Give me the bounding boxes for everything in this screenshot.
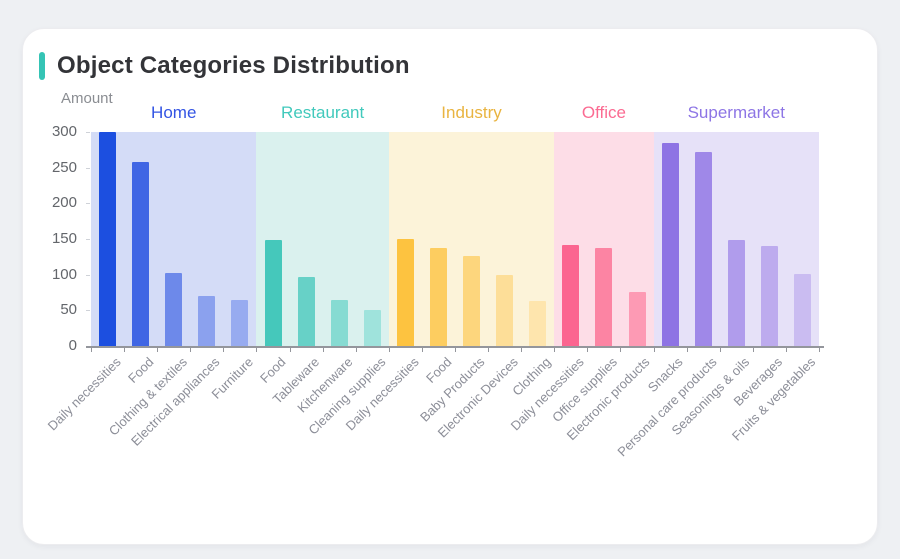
- x-axis-tick-mark: [223, 346, 225, 352]
- bar-chart: Object Categories Distribution Amount 0 5…: [23, 29, 879, 546]
- x-axis-tick-mark: [91, 346, 92, 352]
- x-axis-tick-mark: [686, 346, 688, 352]
- x-axis-tick-mark: [587, 346, 589, 352]
- y-axis-tick-label: 150: [51, 230, 77, 247]
- y-axis-tick-label: 200: [51, 194, 77, 212]
- x-axis-tick-mark: [322, 346, 324, 352]
- x-axis-tick-mark: [819, 346, 820, 352]
- x-axis-tick-mark: [785, 346, 787, 352]
- bar-supermarket-seasonings-oils[interactable]: [727, 240, 745, 346]
- bar-office-daily-necessities[interactable]: [562, 245, 580, 346]
- bar-restaurant-cleaning-supplies[interactable]: [363, 310, 381, 346]
- x-axis-tick-mark: [124, 346, 126, 352]
- x-axis-tick-mark: [289, 346, 291, 352]
- y-axis-tick-label: 250: [51, 158, 77, 176]
- x-axis-tick-mark: [421, 346, 423, 352]
- bar-office-office-supplies[interactable]: [595, 248, 613, 346]
- chart-title: Object Categories Distribution: [57, 52, 410, 79]
- x-axis-tick-mark: [256, 346, 258, 352]
- x-axis-tick-mark: [620, 346, 622, 352]
- bar-industry-baby-products[interactable]: [463, 256, 481, 346]
- bar-industry-electronic-devices[interactable]: [496, 275, 514, 346]
- bar-supermarket-snacks[interactable]: [661, 143, 679, 346]
- bar-restaurant-kitchenware[interactable]: [330, 300, 348, 346]
- x-axis-tick-mark: [752, 346, 754, 352]
- y-axis-tick-label: 300: [51, 123, 77, 140]
- x-axis-tick-mark: [653, 346, 655, 352]
- x-axis-tick-mark: [455, 346, 456, 352]
- chart-card: Object Categories Distribution Amount 0 5…: [22, 28, 878, 545]
- bar-home-clothing-textiles[interactable]: [165, 273, 183, 346]
- title-accent-bar: [39, 52, 45, 80]
- bar-supermarket-personal-care-products[interactable]: [694, 152, 712, 346]
- y-axis-tick-label: 0: [68, 337, 77, 354]
- x-axis-tick-mark: [554, 346, 556, 352]
- bar-home-daily-necessities[interactable]: [99, 132, 117, 346]
- group-label-office: Office: [581, 103, 626, 122]
- bar-office-electronic-products[interactable]: [628, 292, 646, 346]
- bar-industry-daily-necessities[interactable]: [396, 239, 414, 346]
- bar-industry-food[interactable]: [429, 248, 447, 346]
- title-row: Object Categories Distribution: [39, 52, 410, 80]
- bar-supermarket-beverages[interactable]: [760, 246, 778, 346]
- y-axis-tick-mark: [86, 132, 90, 133]
- y-axis-tick-mark: [86, 239, 90, 240]
- bar-home-electrical-appliances[interactable]: [198, 296, 216, 346]
- bar-home-furniture[interactable]: [231, 300, 249, 346]
- group-label-industry: Industry: [441, 103, 502, 122]
- group-label-supermarket: Supermarket: [687, 103, 785, 122]
- y-axis-tick-mark: [86, 310, 90, 312]
- bar-home-food[interactable]: [132, 162, 150, 346]
- x-axis-tick-mark: [355, 346, 357, 352]
- y-axis-tick-mark: [86, 167, 90, 169]
- y-axis-tick-label: 100: [51, 265, 77, 283]
- y-axis-tick-mark: [86, 274, 90, 276]
- bar-industry-clothing[interactable]: [529, 301, 547, 346]
- y-axis-tick-label: 50: [60, 301, 77, 319]
- x-axis-tick-mark: [719, 346, 721, 352]
- x-axis-tick-mark: [388, 346, 390, 352]
- x-axis-tick-mark: [488, 346, 490, 352]
- bar-restaurant-food[interactable]: [264, 240, 282, 346]
- bar-supermarket-fruits-vegetables[interactable]: [793, 274, 811, 346]
- group-label-home: Home: [151, 103, 197, 122]
- bar-restaurant-tableware[interactable]: [297, 277, 315, 346]
- y-axis-name: Amount: [61, 90, 113, 107]
- x-axis-tick-mark: [157, 346, 159, 352]
- group-label-restaurant: Restaurant: [281, 103, 365, 122]
- x-axis-tick-mark: [190, 346, 192, 352]
- y-axis-tick-mark: [86, 203, 90, 205]
- x-axis-tick-mark: [521, 346, 523, 352]
